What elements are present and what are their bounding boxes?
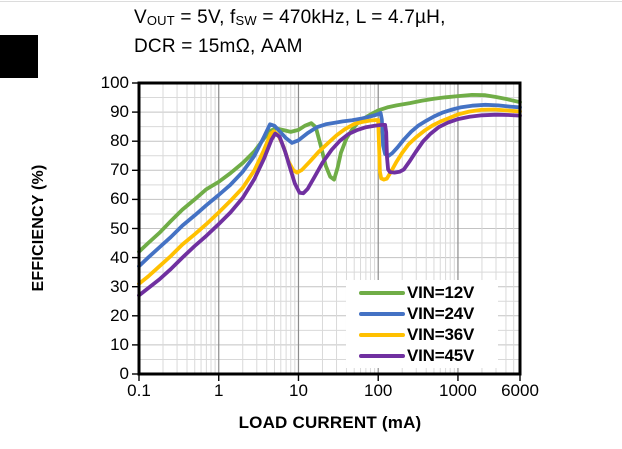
legend-item: VIN=12V (359, 282, 498, 303)
title-mid: = 5V, f (174, 7, 236, 28)
title-fsw-subscript: SW (235, 13, 257, 28)
y-tick-label-0: 0 (119, 364, 129, 383)
y-tick-label-20: 20 (110, 305, 129, 325)
y-tick-label-80: 80 (110, 131, 129, 151)
legend-label: VIN=36V (407, 324, 475, 344)
title-vout-subscript: OUT (146, 13, 175, 28)
legend-item: VIN=36V (359, 324, 498, 345)
title-v: V (134, 7, 147, 28)
y-tick-label-70: 70 (110, 160, 129, 180)
page-edge-marker (0, 35, 38, 78)
x-tick-label-1000: 1000 (439, 381, 477, 400)
legend-item: VIN=24V (359, 303, 498, 324)
y-tick-label-60: 60 (110, 189, 129, 209)
chart-title-line1: VOUT = 5V, fSW = 470kHz, L = 4.7µH, (134, 5, 446, 34)
series-line-vin-24v (137, 102, 522, 269)
legend-swatch-line (359, 353, 405, 358)
y-tick-label-90: 90 (110, 102, 129, 122)
page-top-edge (0, 1, 622, 2)
x-axis-title: LOAD CURRENT (mA) (238, 413, 422, 432)
chart-title-line2: DCR = 15mΩ, AAM (134, 36, 303, 57)
y-tick-label-100: 100 (100, 73, 129, 92)
plot-border (137, 81, 522, 376)
legend-swatch-line (359, 290, 405, 295)
series-line-vin-36v (137, 107, 522, 286)
legend-label: VIN=24V (407, 303, 475, 323)
legend-label: VIN=45V (407, 345, 475, 365)
x-tick-label-10: 10 (289, 381, 308, 400)
y-tick-label-50: 50 (110, 218, 129, 238)
x-tick-label-100: 100 (364, 381, 393, 400)
x-tick-label-1: 1 (214, 381, 224, 400)
series-line-vin-12v (137, 93, 522, 254)
y-tick-label-30: 30 (110, 276, 129, 296)
x-tick-label-0.1: 0.1 (127, 381, 151, 400)
y-tick-label-10: 10 (110, 334, 129, 354)
legend-label: VIN=12V (407, 282, 475, 302)
x-tick-label-6000: 6000 (501, 381, 539, 400)
legend-item: VIN=45V (359, 345, 498, 366)
legend-swatch-line (359, 332, 405, 337)
legend-swatch-line (359, 311, 405, 316)
legend: VIN=12V VIN=24V VIN=36V VIN=45V (346, 280, 498, 368)
y-tick-label-40: 40 (110, 247, 129, 267)
chart-title: VOUT = 5V, fSW = 470kHz, L = 4.7µH, DCR … (134, 5, 446, 60)
title-rest: = 470kHz, L = 4.7µH, (256, 7, 446, 28)
series-line-vin-45v (137, 112, 522, 298)
